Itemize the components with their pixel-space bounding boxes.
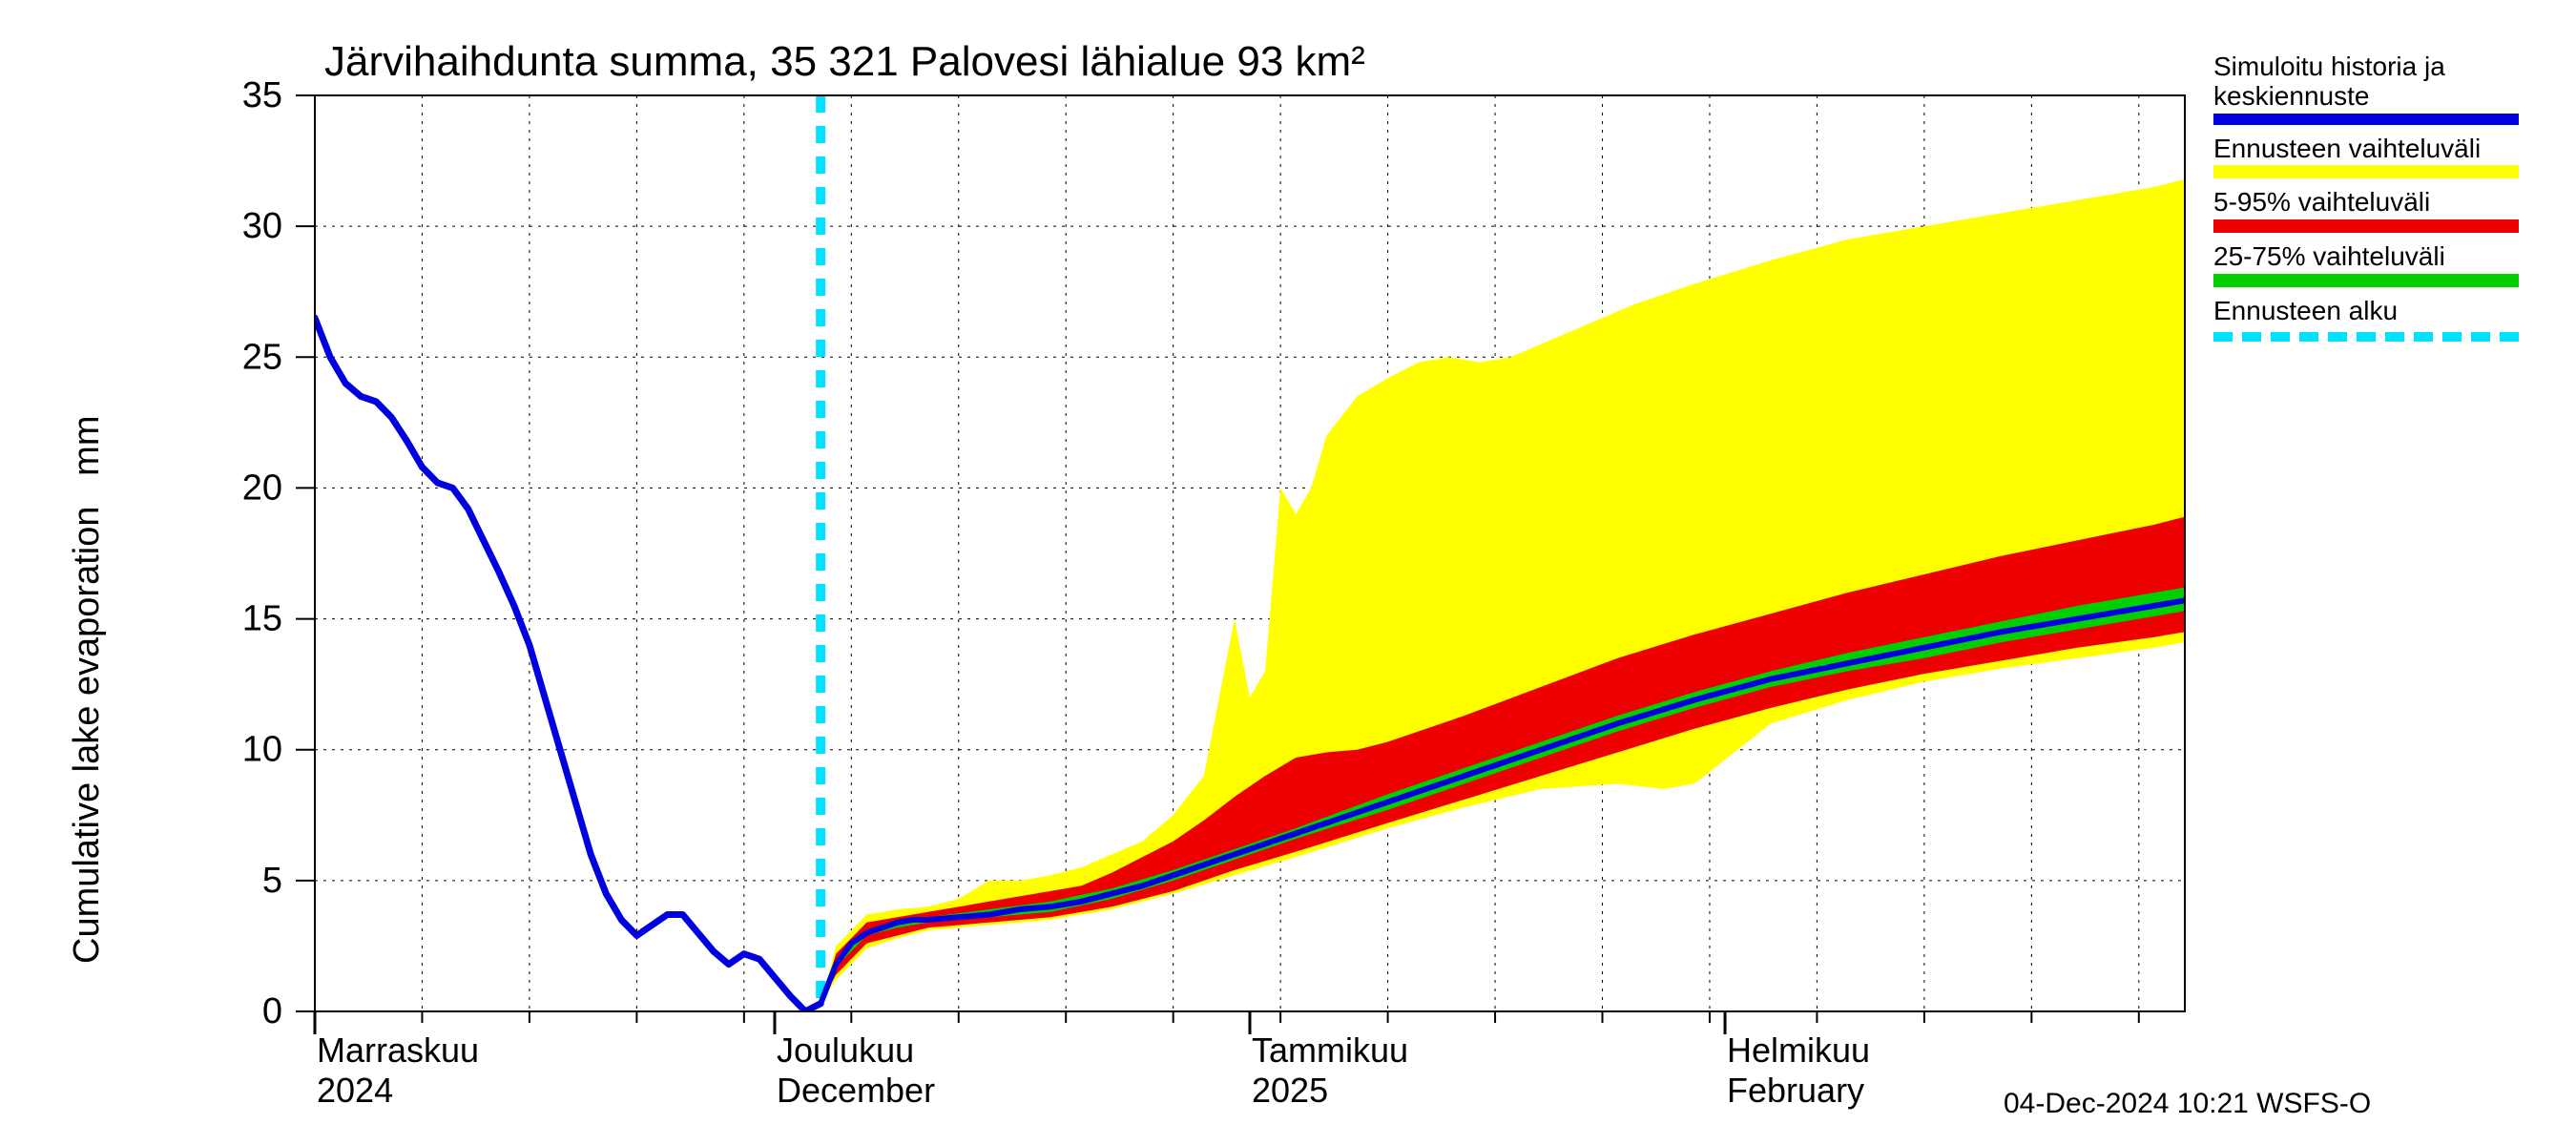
x-tick-1-line2: December	[777, 1071, 935, 1111]
legend-label-full: Ennusteen vaihteluväli	[2213, 135, 2519, 164]
x-tick-0-line1: Marraskuu	[317, 1030, 479, 1071]
chart-svg: 05101520253035	[0, 0, 2576, 1145]
x-tick-3-line2: February	[1727, 1071, 1864, 1111]
legend: Simuloitu historia ja keskiennuste Ennus…	[2213, 52, 2519, 351]
svg-text:5: 5	[262, 861, 282, 901]
timestamp-footer: 04-Dec-2024 10:21 WSFS-O	[2004, 1088, 2371, 1120]
svg-text:0: 0	[262, 991, 282, 1031]
x-tick-1-line1: Joulukuu	[777, 1030, 914, 1071]
x-tick-2-line2: 2025	[1252, 1071, 1328, 1111]
legend-item-full: Ennusteen vaihteluväli	[2213, 135, 2519, 179]
svg-text:10: 10	[242, 730, 282, 770]
legend-label-25-75: 25-75% vaihteluväli	[2213, 242, 2519, 272]
legend-swatch-full	[2213, 165, 2519, 178]
legend-swatch-median	[2213, 114, 2519, 125]
x-tick-2-line1: Tammikuu	[1252, 1030, 1408, 1071]
legend-label-forecast-start: Ennusteen alku	[2213, 297, 2519, 326]
chart-container: Järvihaihdunta summa, 35 321 Palovesi lä…	[0, 0, 2576, 1145]
svg-text:35: 35	[242, 75, 282, 115]
svg-text:15: 15	[242, 599, 282, 639]
svg-text:20: 20	[242, 468, 282, 508]
legend-label-5-95: 5-95% vaihteluväli	[2213, 188, 2519, 218]
legend-item-median: Simuloitu historia ja keskiennuste	[2213, 52, 2519, 125]
svg-text:30: 30	[242, 206, 282, 246]
x-tick-3-line1: Helmikuu	[1727, 1030, 1870, 1071]
chart-title: Järvihaihdunta summa, 35 321 Palovesi lä…	[324, 38, 1365, 86]
legend-swatch-25-75	[2213, 274, 2519, 287]
legend-item-25-75: 25-75% vaihteluväli	[2213, 242, 2519, 287]
legend-swatch-forecast-start	[2213, 332, 2519, 342]
legend-item-forecast-start: Ennusteen alku	[2213, 297, 2519, 342]
x-tick-0-line2: 2024	[317, 1071, 393, 1111]
legend-label-median: Simuloitu historia ja keskiennuste	[2213, 52, 2519, 112]
legend-item-5-95: 5-95% vaihteluväli	[2213, 188, 2519, 233]
legend-swatch-5-95	[2213, 219, 2519, 233]
y-axis-label: Cumulative lake evaporation mm	[67, 416, 108, 964]
svg-text:25: 25	[242, 337, 282, 377]
